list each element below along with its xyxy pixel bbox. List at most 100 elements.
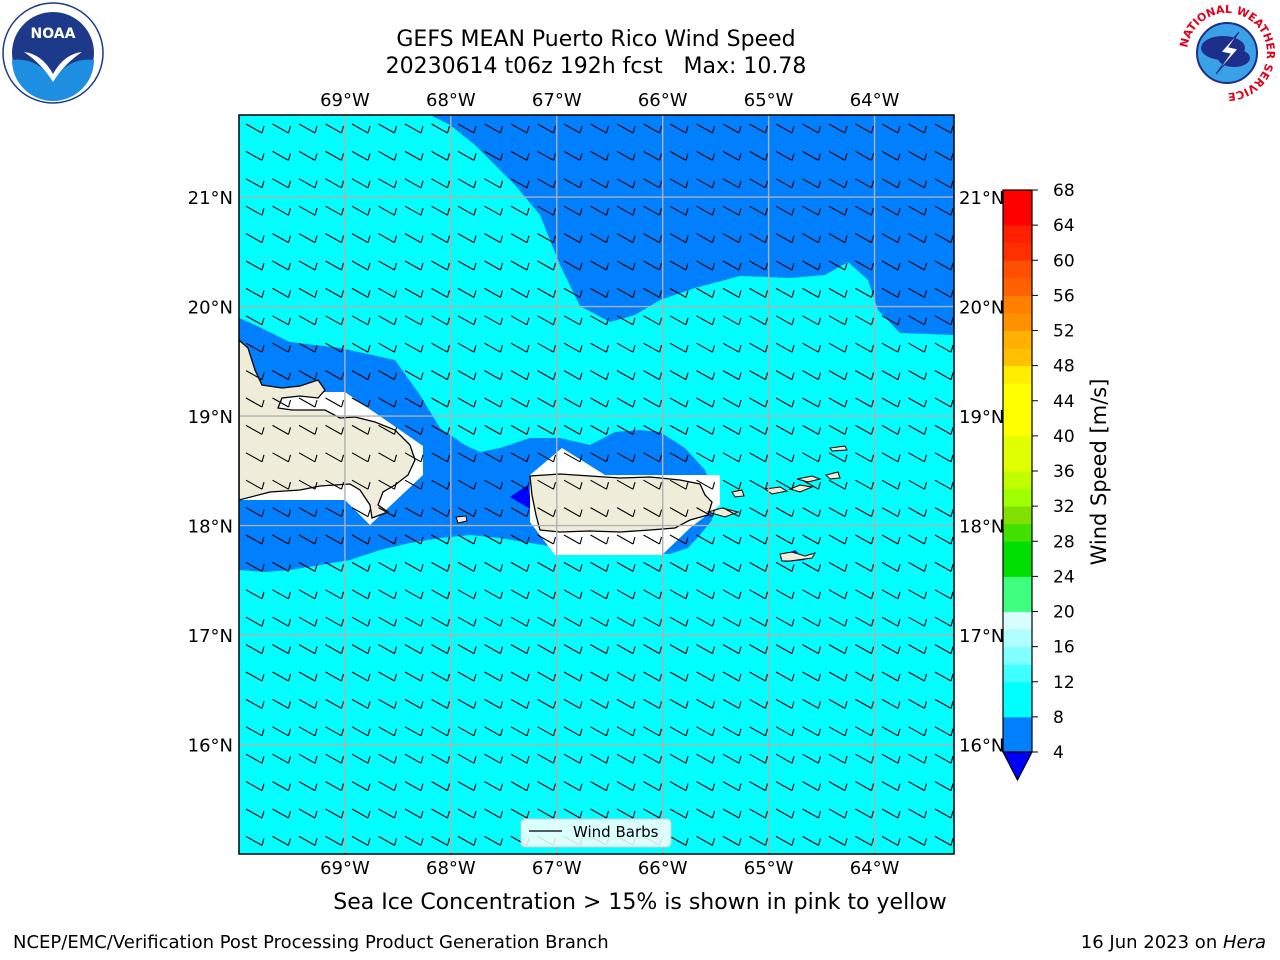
wind-barb-225 xyxy=(484,342,504,353)
wind-barb-74 xyxy=(775,178,795,189)
wind-barb-325 xyxy=(272,452,292,463)
wind-barb-76 xyxy=(828,178,848,189)
colorbar-tick-label-10: 44 xyxy=(1053,392,1075,412)
wind-barb-661 xyxy=(590,781,610,792)
lat-label-right-2: 19°N xyxy=(959,407,1004,428)
colorbar-tick-label-12: 52 xyxy=(1053,322,1075,342)
wind-barb-499 xyxy=(590,616,610,627)
wind-barb-178 xyxy=(669,287,689,298)
wind-barb-156 xyxy=(802,260,822,271)
wind-barb-333 xyxy=(484,452,504,463)
wind-barb-290 xyxy=(775,397,795,408)
wind-barb-174 xyxy=(563,287,583,298)
wind-barb-220 xyxy=(351,342,371,353)
wind-barb-56 xyxy=(298,178,318,189)
wind-barb-485 xyxy=(934,589,954,600)
wind-barb-36 xyxy=(484,150,504,161)
wind-barb-182 xyxy=(775,287,795,298)
wind-barb-451 xyxy=(749,561,769,572)
wind-barb-160 xyxy=(908,260,928,271)
wind-barb-506 xyxy=(775,616,795,627)
wind-barb-127 xyxy=(749,233,769,244)
wind-barb-646 xyxy=(908,753,928,764)
wind-barb-355 xyxy=(351,479,371,490)
wind-barb-31 xyxy=(351,150,371,161)
colorbar-tick-label-3: 16 xyxy=(1053,638,1075,658)
wind-barb-535 xyxy=(828,644,848,655)
wind-barb-699 xyxy=(881,808,901,819)
wind-barb-660 xyxy=(563,781,583,792)
wind-barb-404 xyxy=(934,507,954,518)
wind-barb-310 xyxy=(590,424,610,435)
wind-barb-311 xyxy=(616,424,636,435)
wind-barb-100 xyxy=(749,205,769,216)
wind-barb-647 xyxy=(934,753,954,764)
wind-barb-528 xyxy=(643,644,663,655)
wind-barb-187 xyxy=(908,287,928,298)
wind-barb-621 xyxy=(245,753,265,764)
colorbar-segment-3 xyxy=(1003,664,1032,683)
wind-barb-308 xyxy=(537,424,557,435)
wind-barb-364 xyxy=(590,479,610,490)
wind-barb-434 xyxy=(298,561,318,572)
colorbar-segment-30 xyxy=(1003,190,1032,209)
lat-label-left-1: 20°N xyxy=(188,298,233,319)
wind-barb-197 xyxy=(457,315,477,326)
wind-barb-104 xyxy=(855,205,875,216)
wind-barb-231 xyxy=(643,342,663,353)
wind-barb-585 xyxy=(722,698,742,709)
wind-barb-401 xyxy=(855,507,875,518)
wind-barb-539 xyxy=(934,644,954,655)
wind-barb-526 xyxy=(590,644,610,655)
wind-barb-362 xyxy=(537,479,557,490)
wind-barb-548 xyxy=(457,671,477,682)
wind-barb-113 xyxy=(378,233,398,244)
wind-barb-637 xyxy=(669,753,689,764)
wind-barb-469 xyxy=(510,589,530,600)
wind-barb-400 xyxy=(828,507,848,518)
wind-barb-345 xyxy=(802,452,822,463)
wind-barb-491 xyxy=(378,616,398,627)
wind-barb-85 xyxy=(351,205,371,216)
wind-barb-280 xyxy=(510,397,530,408)
wind-barb-312 xyxy=(643,424,663,435)
wind-barb-650 xyxy=(298,781,318,792)
wind-barb-262 xyxy=(749,370,769,381)
wind-barb-666 xyxy=(722,781,742,792)
wind-barb-679 xyxy=(351,808,371,819)
wind-barb-223 xyxy=(431,342,451,353)
wind-barb-209 xyxy=(775,315,795,326)
wind-barb-550 xyxy=(510,671,530,682)
wind-barb-233 xyxy=(696,342,716,353)
wind-barb-390 xyxy=(563,507,583,518)
land-culebra xyxy=(731,489,745,498)
footer-credit: NCEP/EMC/Verification Post Processing Pr… xyxy=(13,932,609,953)
wind-barb-516 xyxy=(325,644,345,655)
wind-barb-48 xyxy=(802,150,822,161)
footer-host: Hera xyxy=(1222,932,1266,953)
wind-barb-193 xyxy=(351,315,371,326)
wind-barb-248 xyxy=(378,370,398,381)
wind-barb-353 xyxy=(298,479,318,490)
wind-barb-258 xyxy=(643,370,663,381)
colorbar-segment-11 xyxy=(1003,523,1032,542)
wind-barb-541 xyxy=(272,671,292,682)
wind-barb-18 xyxy=(722,123,742,134)
wind-barb-334 xyxy=(510,452,530,463)
wind-barb-330 xyxy=(404,452,424,463)
wind-barb-277 xyxy=(431,397,451,408)
wind-barb-495 xyxy=(484,616,504,627)
wind-barb-509 xyxy=(855,616,875,627)
wind-barb-175 xyxy=(590,287,610,298)
wind-barb-201 xyxy=(563,315,583,326)
wind-barb-205 xyxy=(669,315,689,326)
wind-barb-510 xyxy=(881,616,901,627)
wind-barb-378 xyxy=(245,507,265,518)
wind-barb-189 xyxy=(245,315,265,326)
land-st-croix xyxy=(779,551,817,562)
wind-barb-375 xyxy=(881,479,901,490)
colorbar-segment-19 xyxy=(1003,383,1032,402)
wind-barb-162 xyxy=(245,287,265,298)
wind-barb-603 xyxy=(484,726,504,737)
wind-barb-376 xyxy=(908,479,928,490)
